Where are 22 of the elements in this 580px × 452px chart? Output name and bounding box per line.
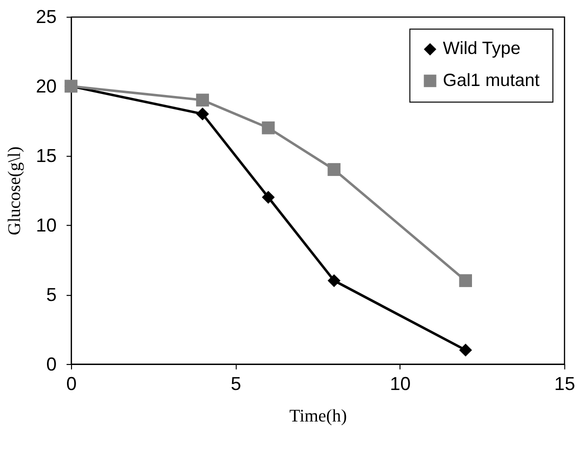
legend-label: Wild Type	[442, 38, 521, 58]
y-tick-label: 10	[36, 214, 57, 236]
point	[196, 94, 209, 107]
point	[196, 108, 209, 120]
y-tick-label: 15	[36, 145, 57, 166]
y-tick-label: 25	[36, 6, 57, 28]
point	[262, 121, 275, 134]
y-axis-title: Glucose(g\l)	[4, 146, 24, 236]
y-tick-label: 20	[36, 76, 57, 97]
legend-label: Gal1 mutant	[442, 70, 540, 90]
x-tick-label: 10	[390, 373, 411, 394]
y-tick-label: 5	[46, 284, 57, 305]
x-tick-label: 5	[230, 373, 242, 394]
point	[262, 190, 275, 204]
point	[328, 163, 340, 176]
y-tick-label: 0	[46, 353, 57, 374]
x-tick-label: 0	[66, 373, 77, 394]
x-axis-title: Time(h)	[289, 406, 347, 426]
point	[328, 274, 340, 288]
point	[459, 274, 472, 288]
point	[459, 344, 472, 357]
x-tick-label: 15	[554, 373, 576, 394]
